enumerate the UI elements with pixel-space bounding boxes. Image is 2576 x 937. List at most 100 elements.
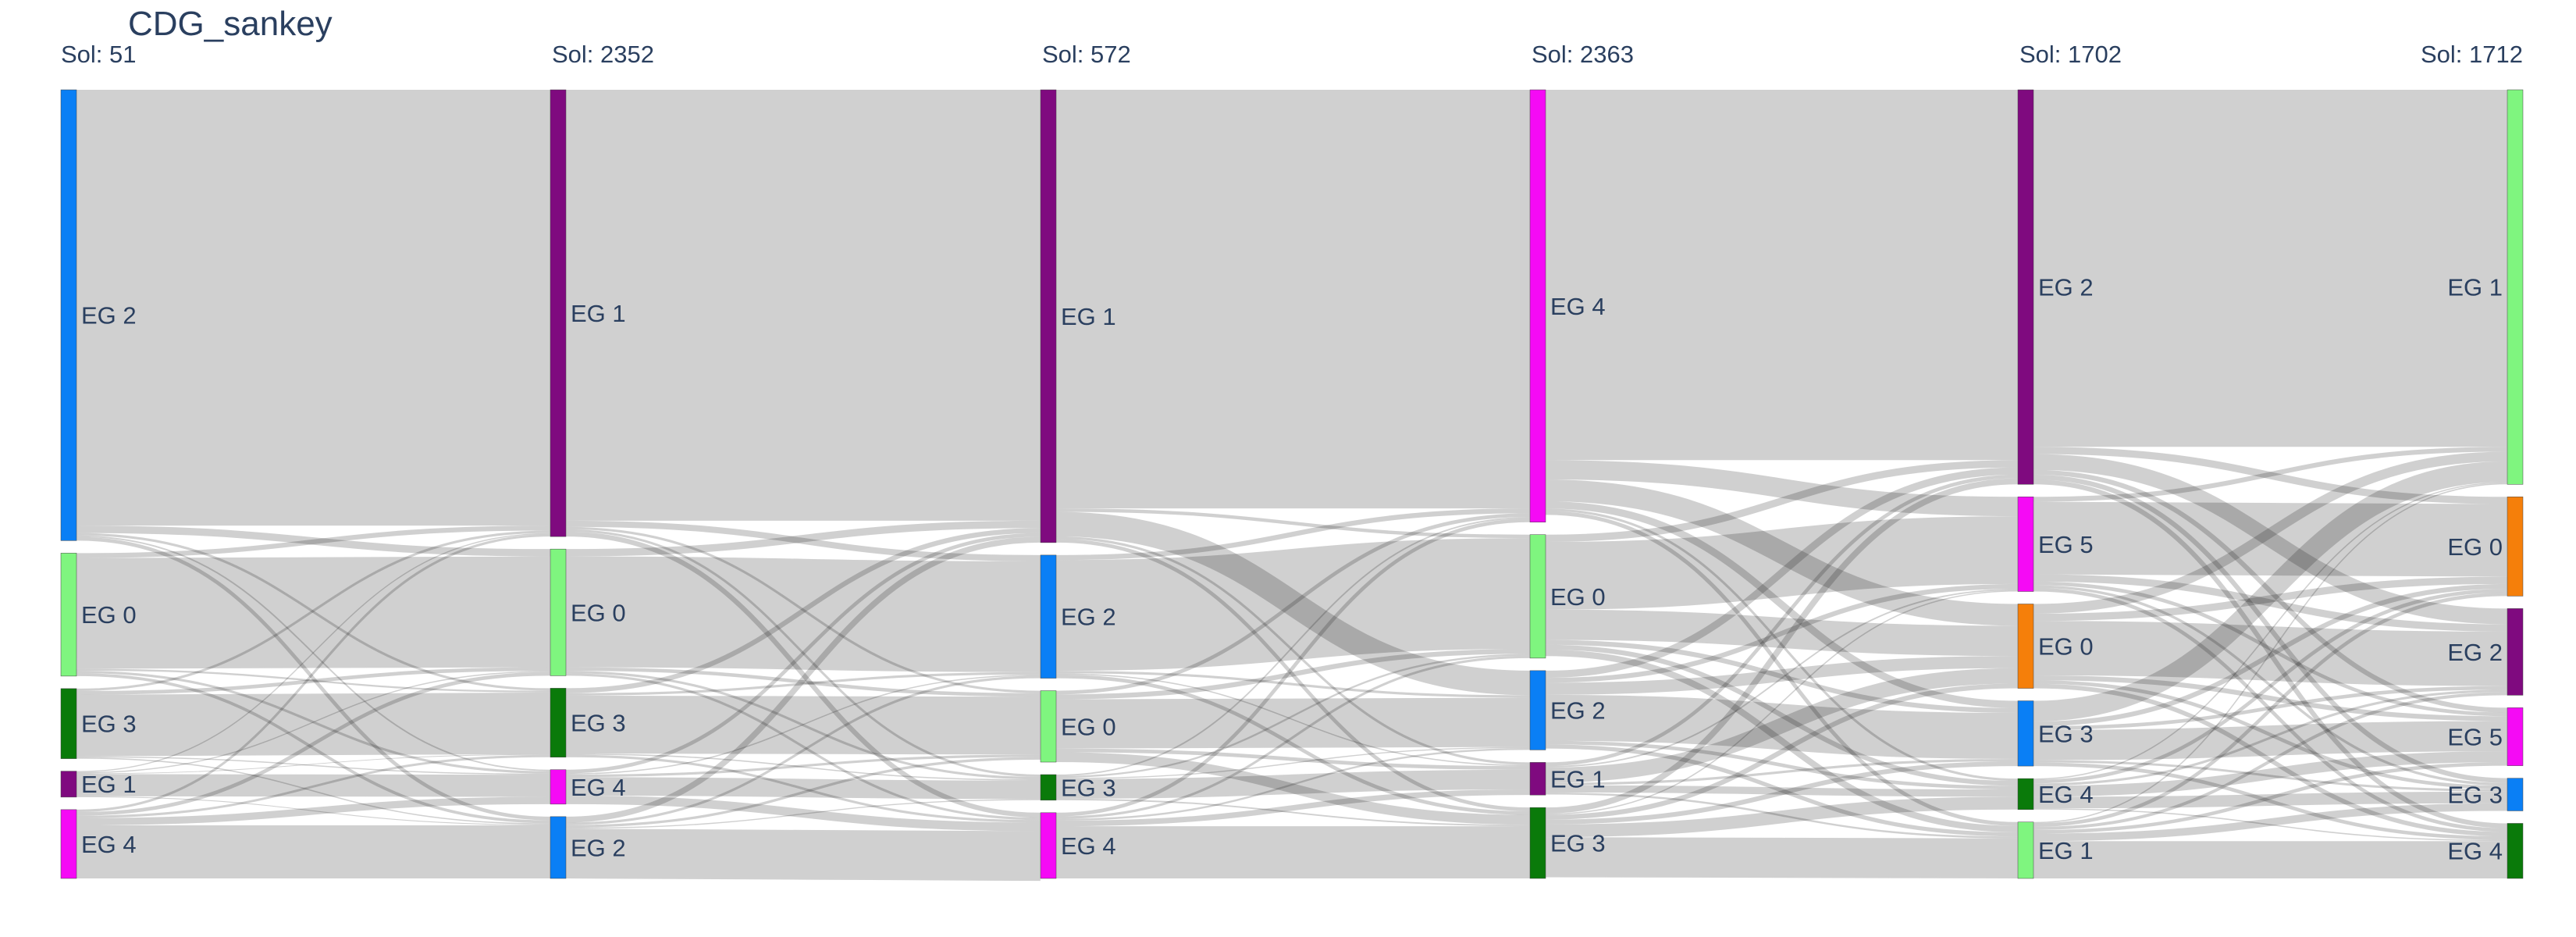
node-0-eg-1[interactable] [60, 771, 77, 798]
node-2-eg-1[interactable] [1040, 89, 1057, 543]
link-4-1-0[interactable] [2033, 447, 2508, 502]
link-1-3-2[interactable] [565, 754, 1041, 778]
link-0-4-3[interactable] [76, 796, 551, 826]
link-3-4-3[interactable] [1545, 761, 2019, 825]
link-3-3-3[interactable] [1545, 758, 2019, 786]
link-2-1-0[interactable] [1055, 508, 1531, 561]
node-3-eg-4[interactable] [1529, 89, 1546, 522]
node-3-eg-1[interactable] [1529, 762, 1546, 796]
link-2-4-1[interactable] [1055, 655, 1531, 819]
node-3-eg-3[interactable] [1529, 807, 1546, 879]
link-3-4-4[interactable] [1545, 796, 2019, 838]
link-2-1-2[interactable] [1055, 671, 1531, 698]
node-4-eg-5[interactable] [2017, 497, 2034, 592]
link-2-4-3[interactable] [1055, 789, 1531, 827]
link-3-1-0[interactable] [1545, 460, 2019, 543]
link-1-4-3[interactable] [565, 799, 1041, 829]
link-1-3-1[interactable] [565, 674, 1041, 775]
link-4-2-0[interactable] [2033, 451, 2508, 614]
link-3-2-0[interactable] [1545, 467, 2019, 679]
link-1-2-0[interactable] [565, 528, 1041, 693]
link-1-3-0[interactable] [565, 533, 1041, 774]
node-0-eg-3[interactable] [60, 688, 77, 759]
link-3-2-2[interactable] [1545, 656, 2019, 695]
link-3-4-5[interactable] [1545, 837, 2019, 879]
node-4-eg-2[interactable] [2017, 89, 2034, 485]
node-3-eg-2[interactable] [1529, 670, 1546, 750]
link-2-3-4[interactable] [1055, 798, 1531, 827]
node-3-eg-0[interactable] [1529, 534, 1546, 659]
link-2-3-2[interactable] [1055, 746, 1531, 779]
node-0-eg-2[interactable] [60, 89, 77, 541]
link-0-2-0[interactable] [76, 530, 551, 692]
node-2-eg-4[interactable] [1040, 812, 1057, 879]
node-5-eg-5[interactable] [2507, 707, 2524, 766]
link-4-4-2[interactable] [2033, 689, 2508, 786]
link-4-3-1[interactable] [2033, 583, 2508, 727]
link-4-4-4[interactable] [2033, 791, 2508, 809]
node-2-eg-0[interactable] [1040, 690, 1057, 763]
link-0-2-2[interactable] [76, 692, 551, 757]
link-3-3-0[interactable] [1545, 474, 2019, 767]
link-0-3-0[interactable] [76, 533, 551, 773]
node-1-eg-0[interactable] [550, 548, 567, 676]
link-1-4-2[interactable] [565, 757, 1041, 828]
link-3-3-1[interactable] [1545, 589, 2019, 768]
link-0-3-2[interactable] [76, 754, 551, 775]
node-1-eg-3[interactable] [550, 688, 567, 757]
link-3-2-1[interactable] [1545, 583, 2019, 683]
node-5-eg-2[interactable] [2507, 608, 2524, 696]
link-3-4-1[interactable] [1545, 590, 2019, 815]
link-0-4-0[interactable] [76, 534, 551, 813]
link-4-3-0[interactable] [2033, 461, 2508, 721]
node-5-eg-0[interactable] [2507, 497, 2524, 597]
link-0-4-1[interactable] [76, 672, 551, 816]
link-4-2-3[interactable] [2033, 675, 2508, 721]
link-2-2-3[interactable] [1055, 748, 1531, 770]
node-1-eg-4[interactable] [550, 769, 567, 805]
link-1-1-0[interactable] [565, 520, 1041, 557]
link-0-2-3[interactable] [76, 756, 551, 775]
node-4-eg-0[interactable] [2017, 604, 2034, 689]
link-4-3-3[interactable] [2033, 721, 2508, 761]
link-2-3-1[interactable] [1055, 654, 1531, 778]
link-3-4-2[interactable] [1545, 683, 2019, 820]
link-2-3-0[interactable] [1055, 517, 1531, 776]
link-4-5-2[interactable] [2033, 692, 2508, 830]
link-0-1-0[interactable] [76, 526, 551, 558]
node-0-eg-0[interactable] [60, 553, 77, 677]
node-5-eg-1[interactable] [2507, 89, 2524, 485]
link-1-4-4[interactable] [565, 828, 1041, 882]
link-2-4-0[interactable] [1055, 518, 1531, 817]
link-2-2-0[interactable] [1055, 513, 1531, 695]
link-3-4-0[interactable] [1545, 478, 2019, 814]
link-3-0-1[interactable] [1545, 460, 2019, 517]
node-0-eg-4[interactable] [60, 809, 77, 879]
link-3-3-2[interactable] [1545, 668, 2019, 783]
node-4-eg-3[interactable] [2017, 700, 2034, 767]
link-2-2-1[interactable] [1055, 649, 1531, 700]
link-2-4-2[interactable] [1055, 748, 1531, 821]
link-1-4-1[interactable] [565, 675, 1041, 825]
node-2-eg-2[interactable] [1040, 554, 1057, 679]
link-2-2-2[interactable] [1055, 697, 1531, 749]
link-4-5-0[interactable] [2033, 483, 2508, 824]
link-4-5-1[interactable] [2033, 592, 2508, 827]
node-5-eg-3[interactable] [2507, 778, 2524, 811]
link-4-4-1[interactable] [2033, 589, 2508, 784]
node-2-eg-3[interactable] [1040, 774, 1057, 801]
link-1-1-1[interactable] [565, 556, 1041, 672]
node-1-eg-2[interactable] [550, 816, 567, 879]
link-1-3-3[interactable] [565, 777, 1041, 800]
link-0-3-1[interactable] [76, 671, 551, 774]
link-4-5-4[interactable] [2033, 803, 2508, 842]
node-4-eg-1[interactable] [2017, 821, 2034, 879]
link-4-4-0[interactable] [2033, 482, 2508, 780]
link-0-4-2[interactable] [76, 754, 551, 818]
link-4-5-3[interactable] [2033, 762, 2508, 834]
link-0-1-1[interactable] [76, 556, 551, 669]
link-1-4-0[interactable] [565, 536, 1041, 823]
node-5-eg-4[interactable] [2507, 823, 2524, 879]
link-4-4-3[interactable] [2033, 751, 2508, 797]
node-4-eg-4[interactable] [2017, 778, 2034, 811]
